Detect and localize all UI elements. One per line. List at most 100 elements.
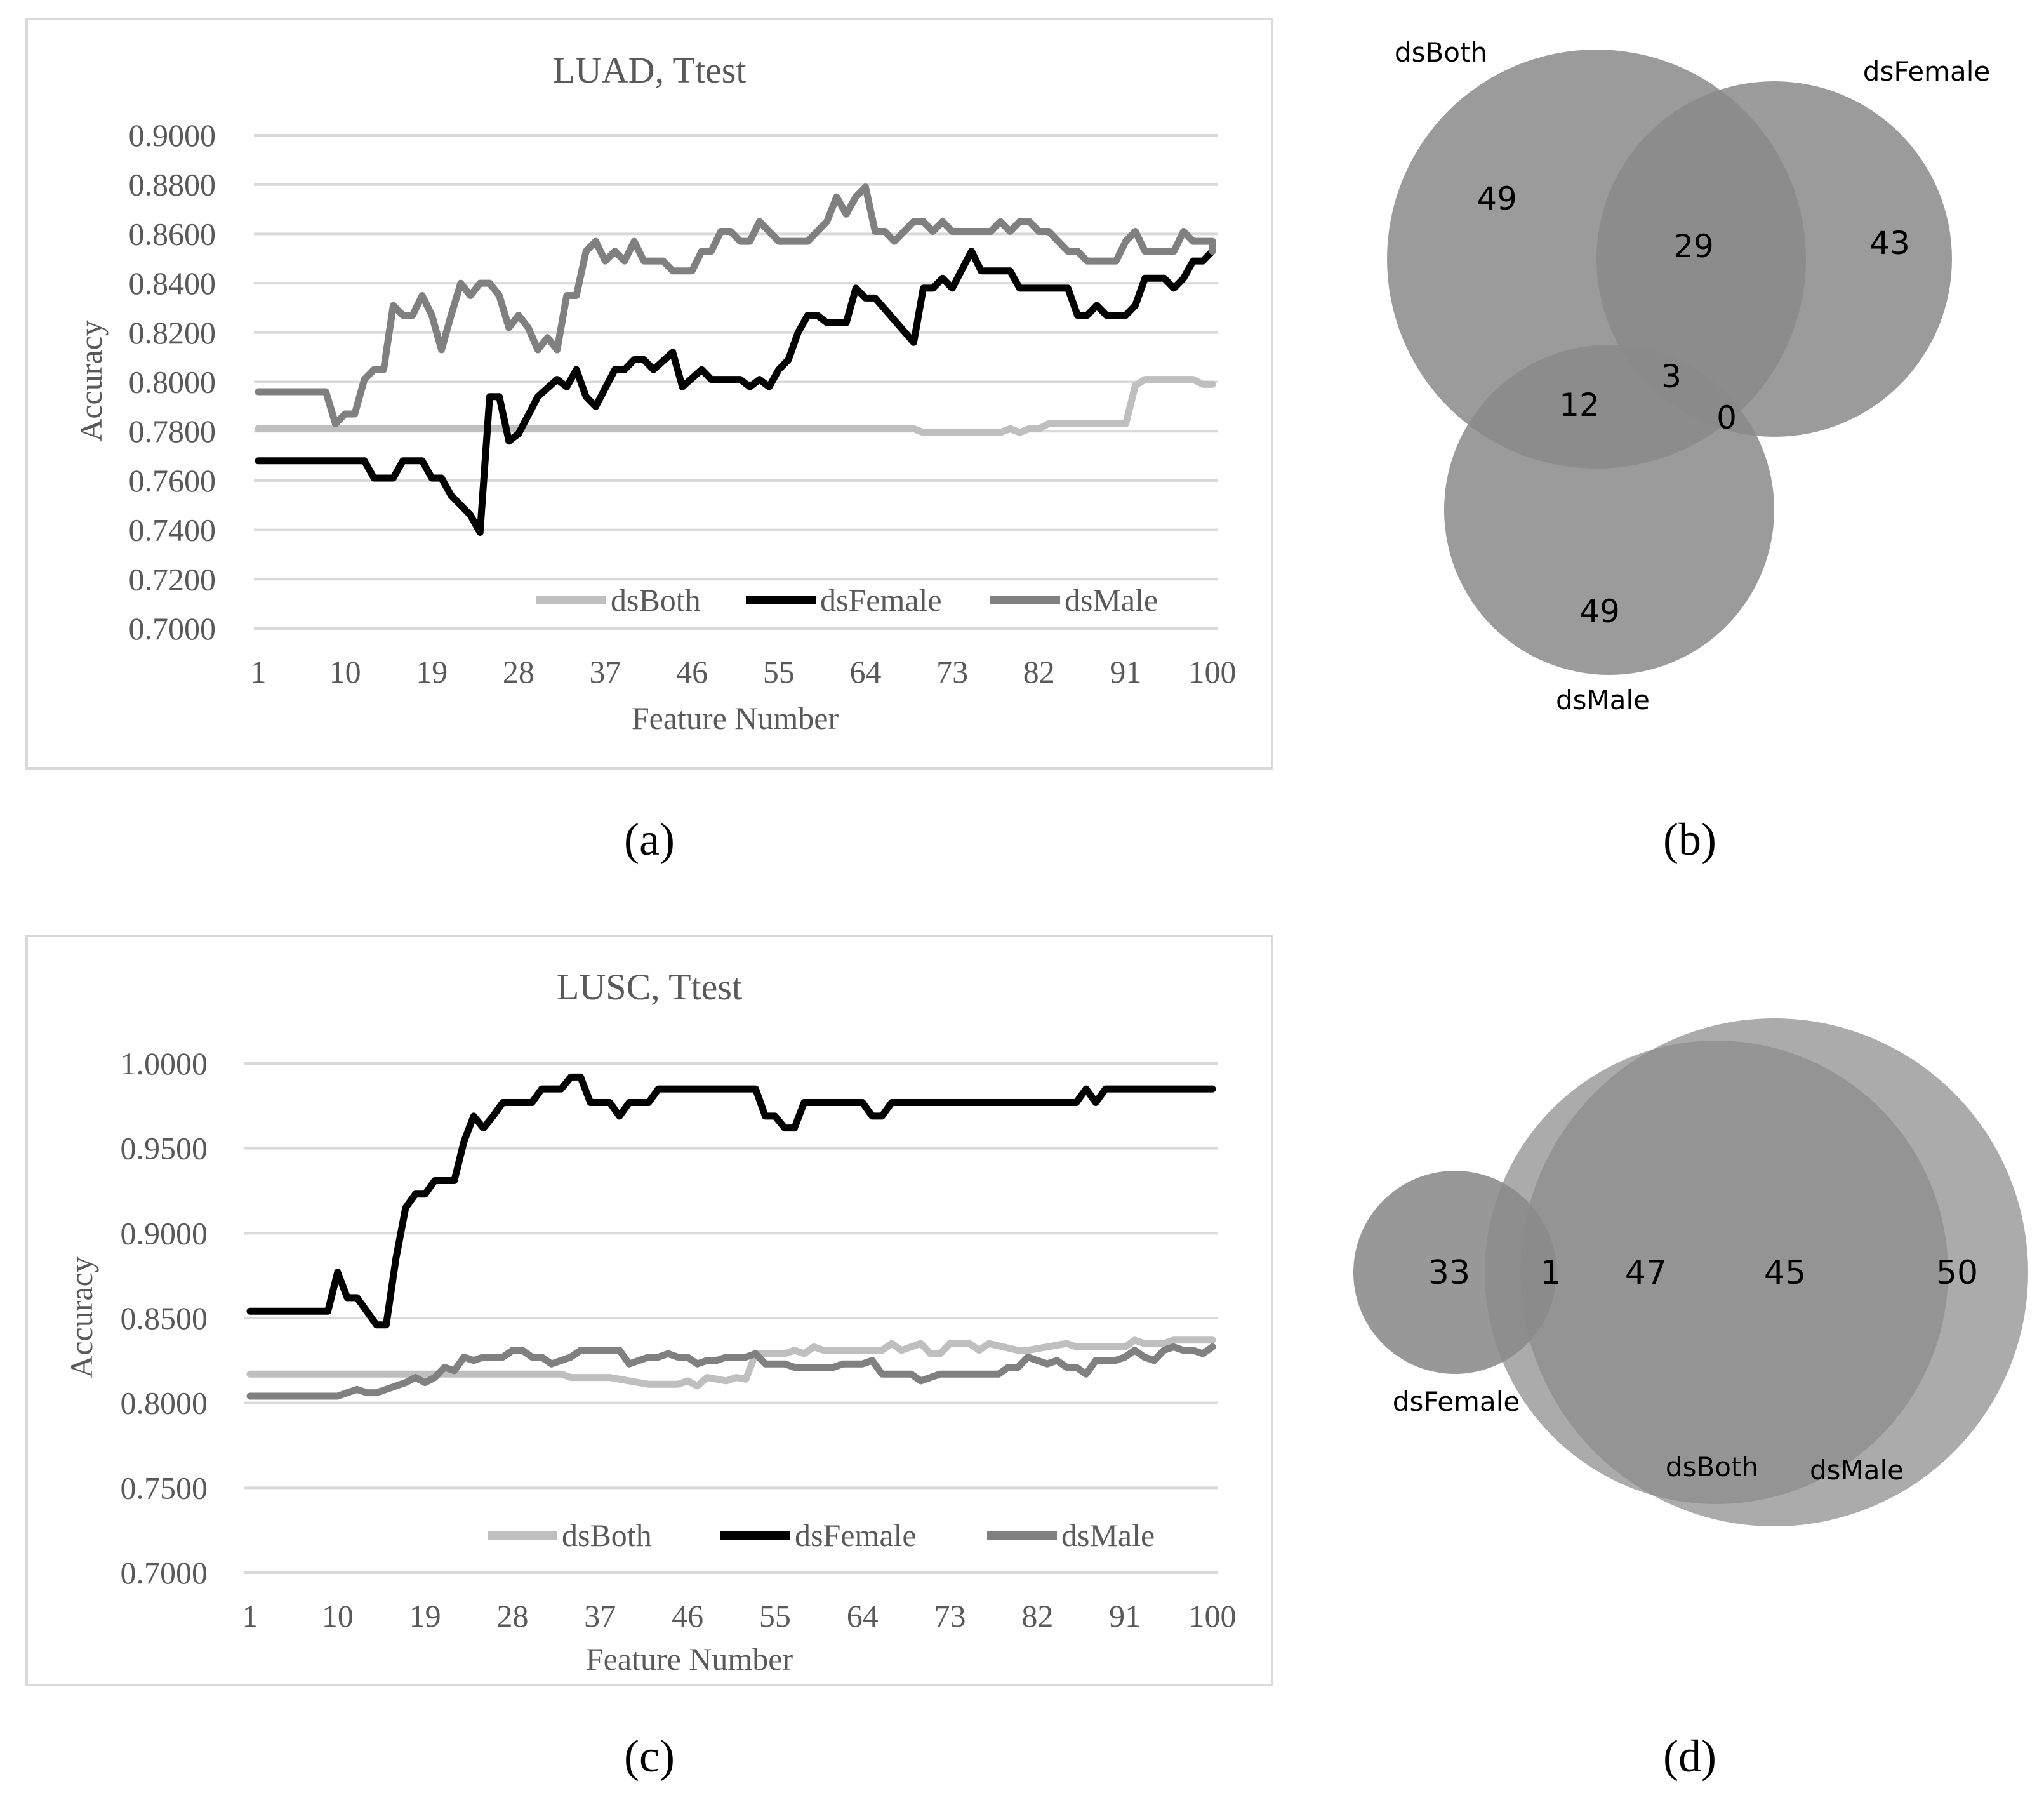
chart-a-title: LUAD, Ttest bbox=[552, 50, 746, 91]
chart-c-legend: dsBoth dsFemale dsMale bbox=[488, 1517, 1155, 1553]
series-line-c-dsFemale bbox=[246, 1073, 1216, 1329]
venn-d-circle-dsBoth bbox=[1485, 1041, 1948, 1504]
x-tick-c-55: 55 bbox=[759, 1598, 791, 1634]
x-tick-c-19: 19 bbox=[409, 1598, 441, 1634]
venn-d-label-dsFemale: dsFemale bbox=[1393, 1386, 1520, 1417]
chart-c-y-axis-label: Accuracy bbox=[63, 1256, 99, 1378]
chart-a-x-tick-labels: 1 10 19 28 37 46 55 64 73 82 91 100 bbox=[251, 654, 1237, 690]
legend-c-dsFemale-label: dsFemale bbox=[795, 1517, 917, 1553]
x-tick-c-37: 37 bbox=[584, 1598, 616, 1634]
y-tick-a-0.8200: 0.8200 bbox=[129, 315, 216, 350]
venn-d-region-female-both: 1 bbox=[1540, 1254, 1561, 1292]
x-tick-a-37: 37 bbox=[590, 654, 621, 690]
x-tick-c-1: 1 bbox=[242, 1598, 258, 1634]
venn-b-region-both-male: 12 bbox=[1559, 387, 1600, 423]
venn-b-region-female-male: 0 bbox=[1716, 399, 1737, 436]
venn-b-label-dsMale: dsMale bbox=[1556, 684, 1650, 716]
legend-a-dsBoth-label: dsBoth bbox=[611, 582, 701, 618]
x-tick-c-10: 10 bbox=[322, 1598, 354, 1634]
series-line-a-dsMale bbox=[255, 183, 1216, 427]
chart-a-x-axis-label: Feature Number bbox=[632, 700, 839, 736]
series-line-a-dsBoth bbox=[255, 376, 1216, 436]
chart-a-y-axis-label: Accuracy bbox=[73, 320, 109, 442]
x-tick-c-28: 28 bbox=[496, 1598, 528, 1634]
venn-b-region-all-three: 3 bbox=[1661, 358, 1682, 395]
x-tick-c-46: 46 bbox=[672, 1598, 703, 1634]
venn-d-region-female-only: 33 bbox=[1428, 1254, 1470, 1292]
chart-c-gridlines bbox=[244, 1062, 1218, 1574]
y-tick-a-0.7800: 0.7800 bbox=[129, 413, 216, 449]
x-tick-c-64: 64 bbox=[847, 1598, 879, 1634]
y-tick-a-0.7400: 0.7400 bbox=[129, 512, 216, 548]
venn-b-region-both-only: 49 bbox=[1477, 180, 1517, 217]
y-tick-c-0.7500: 0.7500 bbox=[121, 1470, 208, 1505]
x-tick-c-82: 82 bbox=[1021, 1598, 1053, 1634]
x-tick-a-19: 19 bbox=[416, 654, 448, 690]
chart-c-x-axis-label: Feature Number bbox=[586, 1641, 793, 1677]
venn-d: 33 1 47 45 50 dsFemale dsBoth dsMale (d) bbox=[1353, 1018, 2028, 1782]
venn-b: dsBoth dsFemale dsMale 49 29 43 12 3 0 4… bbox=[1387, 37, 1990, 865]
panel-label-c: (c) bbox=[624, 1731, 675, 1782]
x-tick-a-73: 73 bbox=[936, 654, 968, 690]
panel-label-a: (a) bbox=[624, 814, 675, 865]
y-tick-a-0.8000: 0.8000 bbox=[129, 364, 216, 400]
y-tick-a-0.7200: 0.7200 bbox=[129, 561, 216, 597]
legend-c-dsBoth-label: dsBoth bbox=[562, 1517, 652, 1553]
y-tick-c-0.9500: 0.9500 bbox=[121, 1131, 208, 1166]
venn-b-label-dsFemale: dsFemale bbox=[1863, 56, 1990, 87]
chart-c-x-tick-labels: 1 10 19 28 37 46 55 64 73 82 91 100 bbox=[242, 1598, 1237, 1634]
chart-c: LUSC, Ttest 0.7000 0.7500 0.8000 0.8500 0.90… bbox=[25, 935, 1273, 1782]
chart-a-frame bbox=[25, 18, 1273, 770]
venn-b-label-dsBoth: dsBoth bbox=[1395, 37, 1487, 68]
x-tick-a-64: 64 bbox=[849, 654, 881, 690]
series-line-a-dsFemale bbox=[255, 248, 1216, 536]
venn-d-region-male-only: 50 bbox=[1936, 1254, 1978, 1292]
venn-d-region-both-male: 45 bbox=[1764, 1254, 1806, 1292]
venn-b-region-male-only: 49 bbox=[1579, 593, 1620, 630]
venn-d-region-both-only: 47 bbox=[1625, 1254, 1667, 1292]
legend-a-dsFemale-label: dsFemale bbox=[820, 582, 942, 618]
y-tick-a-0.7600: 0.7600 bbox=[129, 463, 216, 498]
x-tick-c-73: 73 bbox=[934, 1598, 966, 1634]
venn-d-label-dsBoth: dsBoth bbox=[1666, 1451, 1758, 1483]
chart-a-y-tick-labels: 0.7000 0.7200 0.7400 0.7600 0.7800 0.8000 0.82… bbox=[129, 117, 216, 646]
y-tick-a-0.8800: 0.8800 bbox=[129, 167, 216, 203]
x-tick-c-91: 91 bbox=[1109, 1598, 1141, 1634]
x-tick-a-10: 10 bbox=[329, 654, 361, 690]
x-tick-c-100: 100 bbox=[1189, 1598, 1237, 1634]
x-tick-a-46: 46 bbox=[676, 654, 708, 690]
x-tick-a-82: 82 bbox=[1023, 654, 1055, 690]
venn-b-region-female-only: 43 bbox=[1869, 225, 1910, 262]
x-tick-a-1: 1 bbox=[251, 654, 267, 690]
chart-c-frame bbox=[25, 935, 1273, 1686]
chart-c-title: LUSC, Ttest bbox=[557, 966, 742, 1008]
x-tick-a-100: 100 bbox=[1189, 654, 1237, 690]
y-tick-a-0.9000: 0.9000 bbox=[129, 117, 216, 153]
series-line-c-dsBoth bbox=[246, 1336, 1216, 1390]
y-tick-a-0.8600: 0.8600 bbox=[129, 216, 216, 251]
chart-a-legend: dsBoth dsFemale dsMale bbox=[536, 582, 1158, 618]
x-tick-a-55: 55 bbox=[763, 654, 795, 690]
y-tick-c-0.7000: 0.7000 bbox=[121, 1555, 208, 1590]
y-tick-c-0.8000: 0.8000 bbox=[121, 1385, 208, 1421]
chart-a-series bbox=[255, 183, 1216, 536]
venn-b-region-both-female: 29 bbox=[1673, 228, 1714, 265]
venn-d-label-dsMale: dsMale bbox=[1810, 1455, 1904, 1486]
legend-a-dsMale-label: dsMale bbox=[1065, 582, 1158, 618]
panel-label-b: (b) bbox=[1663, 814, 1716, 865]
chart-c-y-tick-labels: 0.7000 0.7500 0.8000 0.8500 0.9000 0.9500 1.00… bbox=[121, 1046, 208, 1590]
y-tick-c-1.0000: 1.0000 bbox=[121, 1046, 208, 1081]
x-tick-a-28: 28 bbox=[503, 654, 534, 690]
panel-label-d: (d) bbox=[1663, 1731, 1716, 1782]
chart-c-series bbox=[246, 1073, 1216, 1400]
x-tick-a-91: 91 bbox=[1110, 654, 1141, 690]
y-tick-c-0.8500: 0.8500 bbox=[121, 1300, 208, 1336]
legend-c-dsMale-label: dsMale bbox=[1061, 1517, 1155, 1553]
y-tick-a-0.8400: 0.8400 bbox=[129, 265, 216, 301]
y-tick-a-0.7000: 0.7000 bbox=[129, 611, 216, 646]
chart-a: LUAD, Ttest 0.7000 0.7200 0.7400 0.7600 0.78… bbox=[25, 18, 1273, 865]
series-line-c-dsMale bbox=[246, 1343, 1216, 1400]
y-tick-c-0.9000: 0.9000 bbox=[121, 1215, 208, 1251]
venn-b-circle-dsFemale bbox=[1596, 81, 1952, 437]
